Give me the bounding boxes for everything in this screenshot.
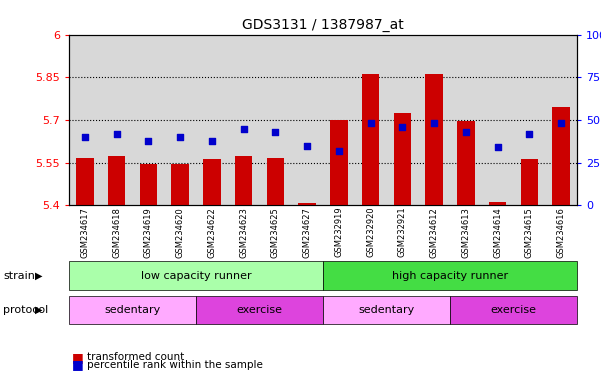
Point bbox=[334, 148, 344, 154]
Bar bbox=[76, 159, 94, 205]
Bar bbox=[267, 159, 284, 205]
Bar bbox=[489, 202, 506, 205]
Bar bbox=[426, 74, 443, 205]
Text: sedentary: sedentary bbox=[358, 305, 415, 315]
Text: sedentary: sedentary bbox=[105, 305, 160, 315]
Point bbox=[207, 137, 217, 144]
Bar bbox=[552, 107, 570, 205]
Point bbox=[525, 131, 534, 137]
Bar bbox=[108, 156, 126, 205]
Point bbox=[302, 142, 312, 149]
Bar bbox=[171, 164, 189, 205]
Point bbox=[429, 120, 439, 126]
Text: ■: ■ bbox=[72, 358, 84, 371]
Text: ▶: ▶ bbox=[35, 270, 42, 281]
Text: low capacity runner: low capacity runner bbox=[141, 270, 251, 281]
Point bbox=[80, 134, 90, 140]
Point bbox=[493, 144, 502, 151]
Bar bbox=[299, 203, 316, 205]
Point bbox=[270, 129, 280, 135]
Text: ■: ■ bbox=[72, 351, 84, 364]
Bar bbox=[330, 120, 347, 205]
Bar bbox=[394, 113, 411, 205]
Text: percentile rank within the sample: percentile rank within the sample bbox=[87, 360, 263, 370]
Bar bbox=[520, 159, 538, 205]
Bar bbox=[140, 164, 157, 205]
Point bbox=[175, 134, 185, 140]
Text: exercise: exercise bbox=[490, 305, 537, 315]
Text: transformed count: transformed count bbox=[87, 352, 185, 362]
Point bbox=[366, 120, 376, 126]
Bar bbox=[457, 121, 475, 205]
Point bbox=[112, 131, 121, 137]
Bar bbox=[362, 74, 379, 205]
Point bbox=[398, 124, 407, 130]
Text: protocol: protocol bbox=[3, 305, 48, 315]
Bar bbox=[203, 159, 221, 205]
Text: high capacity runner: high capacity runner bbox=[392, 270, 508, 281]
Text: exercise: exercise bbox=[237, 305, 282, 315]
Point bbox=[461, 129, 471, 135]
Point bbox=[144, 137, 153, 144]
Bar bbox=[235, 156, 252, 205]
Title: GDS3131 / 1387987_at: GDS3131 / 1387987_at bbox=[242, 18, 404, 32]
Text: ▶: ▶ bbox=[35, 305, 42, 315]
Point bbox=[239, 126, 248, 132]
Text: strain: strain bbox=[3, 270, 35, 281]
Point bbox=[557, 120, 566, 126]
